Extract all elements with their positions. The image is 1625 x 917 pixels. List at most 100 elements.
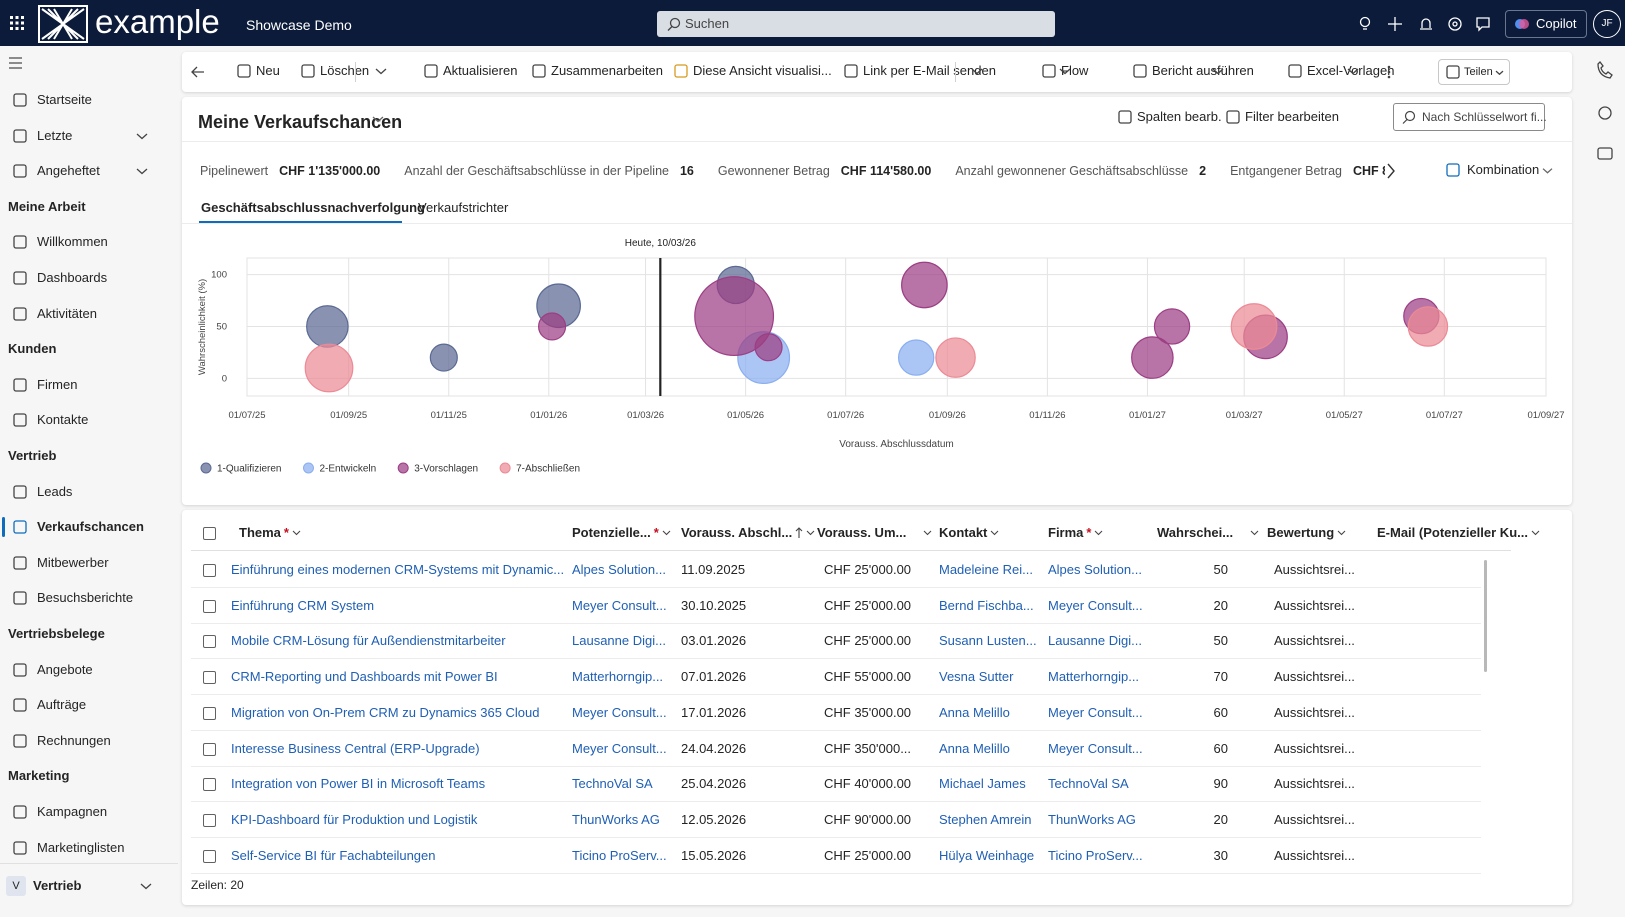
nav-item[interactable]: Kampagnen — [37, 804, 108, 819]
command-button[interactable]: Link per E-Mail senden — [863, 63, 996, 78]
cell-link[interactable]: Mobile CRM-Lösung für Außendienstmitarbe… — [231, 633, 506, 649]
cell-link[interactable]: Susann Lusten... — [939, 633, 1037, 649]
row-checkbox[interactable] — [203, 742, 216, 756]
row-checkbox[interactable] — [203, 813, 216, 827]
app-launcher[interactable] — [8, 14, 26, 32]
command-button[interactable]: Excel-Vorlagen — [1307, 63, 1395, 78]
cell-link[interactable]: Integration von Power BI in Microsoft Te… — [231, 776, 486, 792]
row-checkbox[interactable] — [203, 778, 216, 792]
view-tab[interactable]: Geschäftsabschlussnachverfolgung — [201, 200, 425, 215]
column-header[interactable]: Wahrschei... — [1157, 524, 1259, 542]
summary-item: Gewonnener Betrag CHF 114'580.00 — [718, 161, 931, 181]
cell-link[interactable]: Meyer Consult... — [572, 704, 667, 720]
cell-link[interactable]: Matterhorngip... — [572, 669, 664, 685]
more-button[interactable] — [1386, 64, 1392, 80]
cell-link[interactable]: Matterhorngip... — [1048, 669, 1140, 685]
nav-item[interactable]: Marketinglisten — [37, 839, 125, 855]
cell-link[interactable]: Michael James — [939, 776, 1026, 792]
row-checkbox[interactable] — [203, 671, 216, 685]
nav-item[interactable]: Startseite — [37, 92, 92, 107]
cell-link[interactable]: Alpes Solution... — [572, 562, 666, 577]
cell-link[interactable]: Madeleine Rei... — [939, 562, 1033, 577]
nav-item[interactable]: Angeheftet — [37, 163, 100, 179]
view-tab[interactable]: Verkaufstrichter — [418, 200, 509, 215]
nav-item[interactable]: Mitbewerber — [37, 554, 109, 570]
cell-link[interactable]: Meyer Consult... — [1048, 704, 1143, 720]
cell-link[interactable]: Lausanne Digi... — [572, 633, 666, 649]
command-button[interactable]: Aktualisieren — [443, 63, 518, 78]
summary-next[interactable] — [1386, 163, 1396, 179]
cell-link[interactable]: Anna Melillo — [939, 704, 1010, 720]
cell-link[interactable]: Interesse Business Central (ERP-Upgrade) — [231, 740, 480, 756]
copilot-button[interactable]: Copilot — [1505, 10, 1587, 38]
command-button[interactable]: Bericht ausführen — [1152, 63, 1254, 78]
cell-link[interactable]: Hülya Weinhage — [939, 847, 1035, 863]
column-header[interactable]: Thema * — [239, 524, 301, 542]
nav-item[interactable]: Verkaufschancen — [37, 519, 144, 535]
column-header[interactable]: Bewertung — [1267, 524, 1346, 542]
cell-link[interactable]: Meyer Consult... — [572, 597, 667, 613]
view-title[interactable]: Meine Verkaufschancen — [198, 112, 403, 132]
column-header[interactable]: Firma * — [1048, 524, 1103, 542]
row-checkbox[interactable] — [203, 599, 216, 613]
cell-link[interactable]: Meyer Consult... — [572, 740, 667, 756]
nav-item[interactable]: Kontakte — [37, 412, 89, 428]
column-header[interactable]: Vorauss. Um... — [817, 524, 932, 542]
area-label[interactable]: Vertrieb — [33, 878, 82, 894]
row-divider — [191, 587, 1481, 588]
cell-link[interactable]: Migration von On-Prem CRM zu Dynamics 36… — [231, 704, 540, 720]
view-action[interactable]: Spalten bearb. — [1137, 109, 1222, 124]
menu-toggle[interactable] — [8, 56, 24, 70]
cell-link[interactable]: Lausanne Digi... — [1048, 633, 1142, 649]
column-header[interactable]: Kontakt — [939, 524, 999, 542]
nav-item[interactable]: Firmen — [37, 376, 78, 392]
cell-link[interactable]: Einführung eines modernen CRM-Systems mi… — [231, 562, 565, 577]
command-button[interactable]: Diese Ansicht visualisi... — [693, 63, 832, 78]
search-box[interactable]: Suchen — [657, 11, 1055, 37]
command-button[interactable]: Löschen — [320, 63, 370, 78]
keyword-search[interactable]: Nach Schlüsselwort fi... — [1393, 103, 1547, 131]
row-checkbox[interactable] — [203, 849, 216, 863]
command-button[interactable]: Flow — [1061, 63, 1089, 78]
row-checkbox[interactable] — [203, 706, 216, 720]
column-header[interactable]: Potenzielle... * — [572, 524, 671, 542]
cell-link[interactable]: Einführung CRM System — [231, 597, 375, 613]
nav-item[interactable]: Besuchsberichte — [37, 590, 134, 606]
user-avatar[interactable]: JF — [1593, 10, 1621, 38]
cell-link[interactable]: Ticino ProServ... — [1048, 847, 1143, 863]
back-button[interactable] — [190, 65, 206, 79]
nav-item[interactable]: Aufträge — [37, 697, 87, 713]
cell-link[interactable]: Alpes Solution... — [1048, 562, 1142, 577]
cell-link[interactable]: TechnoVal SA — [1048, 776, 1129, 792]
nav-item[interactable]: Angebote — [37, 661, 93, 677]
column-header[interactable]: Vorauss. Abschl... — [681, 524, 815, 542]
cell-link[interactable]: Ticino ProServ... — [572, 847, 667, 863]
cell-link[interactable]: TechnoVal SA — [572, 776, 653, 792]
row-checkbox[interactable] — [203, 564, 216, 577]
nav-item[interactable]: Dashboards — [37, 270, 108, 285]
icon-shape — [424, 64, 438, 78]
cell-link[interactable]: Meyer Consult... — [1048, 597, 1143, 613]
nav-item[interactable]: Rechnungen — [37, 732, 111, 748]
cell-link[interactable]: CRM-Reporting und Dashboards mit Power B… — [231, 669, 498, 685]
visual-toggle[interactable]: Kombination — [1467, 162, 1540, 177]
command-button[interactable]: Neu — [256, 63, 280, 78]
nav-item[interactable]: Letzte — [37, 127, 73, 143]
command-button[interactable]: Zusammenarbeiten — [551, 63, 663, 78]
view-action[interactable]: Filter bearbeiten — [1245, 109, 1339, 124]
cell-link[interactable]: ThunWorks AG — [572, 811, 660, 827]
cell-link[interactable]: Meyer Consult... — [1048, 740, 1143, 756]
cell-link[interactable]: Bernd Fischba... — [939, 597, 1034, 613]
share-button[interactable]: Teilen — [1438, 59, 1510, 85]
cell-link[interactable]: Self-Service BI für Fachabteilungen — [231, 847, 436, 863]
cell-link[interactable]: Stephen Amrein — [939, 811, 1032, 827]
cell-link[interactable]: ThunWorks AG — [1048, 811, 1136, 827]
nav-item[interactable]: Willkommen — [37, 234, 108, 250]
cell-link[interactable]: Anna Melillo — [939, 740, 1010, 756]
nav-item[interactable]: Leads — [37, 483, 73, 499]
cell-link[interactable]: Vesna Sutter — [939, 669, 1014, 685]
nav-item[interactable]: Aktivitäten — [37, 305, 97, 321]
cell-link[interactable]: KPI-Dashboard für Produktion und Logisti… — [231, 811, 478, 827]
row-checkbox[interactable] — [203, 635, 216, 649]
column-header[interactable]: E-Mail (Potenzieller Ku... — [1377, 524, 1540, 542]
